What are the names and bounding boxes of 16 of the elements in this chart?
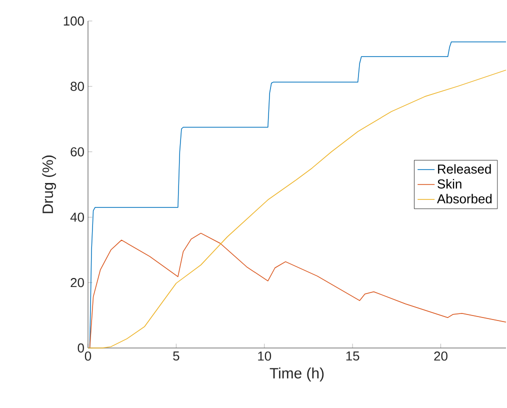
x-tick-label: 20	[434, 352, 448, 361]
y-tick-label: 60	[70, 147, 84, 156]
legend-label: Released	[438, 164, 491, 174]
y-axis-title: Drug (%)	[42, 156, 56, 214]
legend-label: Skin	[438, 179, 462, 189]
y-tick-label: 0	[78, 343, 84, 353]
x-tick-label: 0	[84, 352, 92, 361]
y-tick-label: 100	[64, 16, 84, 26]
x-tick-label: 15	[346, 352, 360, 361]
y-tick-label: 40	[70, 212, 84, 222]
x-tick-label: 5	[173, 352, 180, 361]
x-axis-title: Time (h)	[270, 368, 324, 382]
y-tick-label: 80	[70, 82, 84, 91]
y-tick-label: 20	[70, 278, 84, 288]
x-tick-label: 10	[258, 352, 272, 361]
legend-label: Absorbed	[437, 194, 492, 204]
